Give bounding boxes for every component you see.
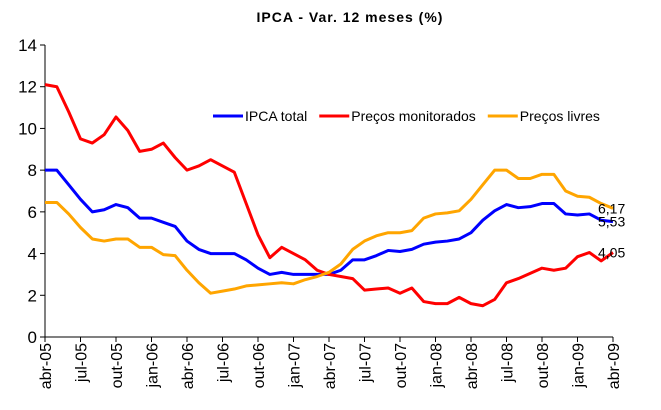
x-tick-label: abr-06 [180, 343, 197, 389]
x-tick-label: out-06 [251, 343, 268, 388]
x-tick-label: jan-09 [571, 343, 588, 389]
series-line [45, 168, 614, 295]
x-tick-label: jul-08 [500, 343, 517, 383]
x-tick-label: abr-07 [322, 343, 339, 389]
x-tick-label: jan-06 [145, 343, 162, 389]
data-label: 5,53 [598, 214, 625, 230]
x-tick-label: jul-07 [358, 343, 375, 383]
chart-title: IPCA - Var. 12 meses (%) [257, 9, 444, 25]
series-line [45, 168, 614, 276]
x-tick-label: out-08 [535, 343, 552, 388]
y-tick-label: 6 [28, 203, 37, 222]
x-tick-label: abr-05 [38, 343, 55, 389]
x-tick-label: out-07 [393, 343, 410, 388]
y-tick-label: 10 [18, 119, 37, 138]
data-label: 4,05 [598, 245, 625, 261]
y-tick-label: 14 [18, 36, 37, 55]
series-line [44, 83, 614, 308]
y-tick-label: 0 [28, 328, 37, 347]
y-tick-label: 2 [28, 286, 37, 305]
y-tick-label: 8 [28, 161, 37, 180]
legend-label: Preços monitorados [351, 108, 476, 124]
data-label: 6,17 [598, 200, 625, 216]
x-tick-label: jul-06 [216, 343, 233, 383]
y-tick-label: 4 [28, 245, 37, 264]
x-tick-label: jul-05 [74, 343, 91, 383]
x-tick-label: out-05 [109, 343, 126, 388]
legend-label: IPCA total [245, 108, 307, 124]
x-tick-label: jan-07 [287, 343, 304, 389]
x-tick-label: abr-08 [464, 343, 481, 389]
x-tick-label: jan-08 [429, 343, 446, 389]
x-tick-label: abr-09 [606, 343, 623, 389]
legend-label: Preços livres [520, 108, 600, 124]
y-tick-label: 12 [18, 78, 37, 97]
